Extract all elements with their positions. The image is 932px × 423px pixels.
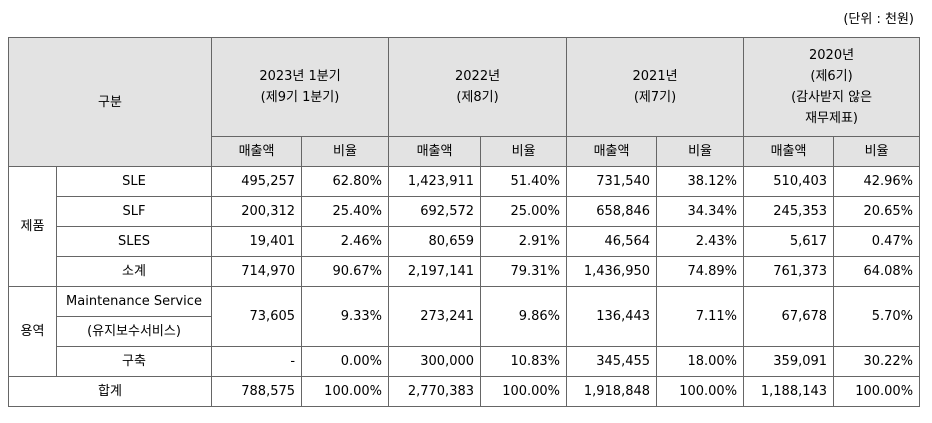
sales-header: 매출액 xyxy=(566,136,658,167)
cell: 67,678 xyxy=(743,286,835,347)
table-row-slf: SLF 200,312 25.40% 692,572 25.00% 658,84… xyxy=(9,196,921,227)
group-label-services: 용역 xyxy=(8,286,57,377)
row-label: 구축 xyxy=(55,346,213,377)
group-label-products: 제품 xyxy=(8,166,57,287)
ratio-header: 비율 xyxy=(833,136,921,167)
table-row-maintenance: 용역 Maintenance Service 73,605 9.33% 273,… xyxy=(8,286,921,377)
cell: 38.12% xyxy=(656,166,745,197)
cell: 5.70% xyxy=(833,286,921,347)
cell: 64.08% xyxy=(833,256,921,287)
cell: 0.47% xyxy=(833,226,921,257)
row-label-line2: (유지보수서비스) xyxy=(55,316,213,347)
cell: 788,575 xyxy=(211,376,303,407)
unit-label: (단위 : 천원) xyxy=(843,12,914,27)
cell: 18.00% xyxy=(656,346,745,377)
table-row-build: 구축 - 0.00% 300,000 10.83% 345,455 18.00%… xyxy=(9,346,921,377)
table-row-subtotal: 소계 714,970 90.67% 2,197,141 79.31% 1,436… xyxy=(9,256,921,287)
cell: 79.31% xyxy=(480,256,568,287)
revenue-table: 구분 2023년 1분기 (제9기 1분기) 2022년 (제8기) 2021년… xyxy=(7,37,921,407)
period-header-2023q1: 2023년 1분기 (제9기 1분기) xyxy=(211,37,390,137)
cell: 510,403 xyxy=(743,166,835,197)
sales-header: 매출액 xyxy=(388,136,482,167)
cell: 100.00% xyxy=(656,376,745,407)
cell: 9.86% xyxy=(480,286,568,347)
period-header-2022: 2022년 (제8기) xyxy=(388,37,568,137)
cell: 7.11% xyxy=(656,286,745,347)
table-row-maintenance-cont: (유지보수서비스) xyxy=(9,316,920,347)
cell: 1,423,911 xyxy=(388,166,482,197)
cell: 2,197,141 xyxy=(388,256,482,287)
cell: 714,970 xyxy=(211,256,303,287)
period-header-2021: 2021년 (제7기) xyxy=(566,37,745,137)
cell: 51.40% xyxy=(480,166,568,197)
cell: 359,091 xyxy=(743,346,835,377)
cell: 73,605 xyxy=(211,286,303,347)
cell: 761,373 xyxy=(743,256,835,287)
header-row-periods: 구분 2023년 1분기 (제9기 1분기) 2022년 (제8기) 2021년… xyxy=(7,37,921,167)
sales-header: 매출액 xyxy=(211,136,303,167)
cell: 90.67% xyxy=(301,256,390,287)
row-label-line1: Maintenance Service xyxy=(55,286,213,317)
cell: 245,353 xyxy=(743,196,835,227)
header-row-measures: 매출액 비율 매출액 비율 매출액 비율 매출액 비율 xyxy=(9,136,921,167)
cell: 658,846 xyxy=(566,196,658,227)
cell: 0.00% xyxy=(301,346,390,377)
cell: 692,572 xyxy=(388,196,482,227)
cell: 2,770,383 xyxy=(388,376,482,407)
cell: 100.00% xyxy=(301,376,390,407)
cell: 46,564 xyxy=(566,226,658,257)
cell: 2.46% xyxy=(301,226,390,257)
cell: 136,443 xyxy=(566,286,658,347)
cell: 1,918,848 xyxy=(566,376,658,407)
ratio-header: 비율 xyxy=(301,136,390,167)
cell: - xyxy=(211,346,303,377)
cell: 9.33% xyxy=(301,286,390,347)
total-label: 합계 xyxy=(7,376,213,407)
cell: 345,455 xyxy=(566,346,658,377)
ratio-header: 비율 xyxy=(480,136,568,167)
cell: 1,188,143 xyxy=(743,376,835,407)
cell: 300,000 xyxy=(388,346,482,377)
cell: 74.89% xyxy=(656,256,745,287)
cell: 495,257 xyxy=(211,166,303,197)
cell: 10.83% xyxy=(480,346,568,377)
cell: 1,436,950 xyxy=(566,256,658,287)
table-row-total: 합계 788,575 100.00% 2,770,383 100.00% 1,9… xyxy=(7,376,921,407)
period-header-2020: 2020년 (제6기) (감사받지 않은 재무제표) xyxy=(743,37,921,137)
cell: 25.40% xyxy=(301,196,390,227)
table-row-sles: SLES 19,401 2.46% 80,659 2.91% 46,564 2.… xyxy=(9,226,921,257)
table-row-sle: 제품 SLE 495,257 62.80% 1,423,911 51.40% 7… xyxy=(8,166,921,287)
sales-header: 매출액 xyxy=(743,136,835,167)
row-label: SLES xyxy=(55,226,213,257)
cell: 80,659 xyxy=(388,226,482,257)
row-label: 소계 xyxy=(55,256,213,287)
cell: 273,241 xyxy=(388,286,482,347)
cell: 5,617 xyxy=(743,226,835,257)
cell: 19,401 xyxy=(211,226,303,257)
cell: 731,540 xyxy=(566,166,658,197)
row-label: SLF xyxy=(55,196,213,227)
cell: 2.43% xyxy=(656,226,745,257)
cell: 200,312 xyxy=(211,196,303,227)
cell: 34.34% xyxy=(656,196,745,227)
cell: 100.00% xyxy=(480,376,568,407)
cell: 2.91% xyxy=(480,226,568,257)
cell: 100.00% xyxy=(833,376,921,407)
cell: 25.00% xyxy=(480,196,568,227)
cell: 30.22% xyxy=(833,346,921,377)
category-header: 구분 xyxy=(7,37,213,167)
cell: 62.80% xyxy=(301,166,390,197)
row-label: SLE xyxy=(55,166,213,197)
cell: 42.96% xyxy=(833,166,921,197)
ratio-header: 비율 xyxy=(656,136,745,167)
cell: 20.65% xyxy=(833,196,921,227)
